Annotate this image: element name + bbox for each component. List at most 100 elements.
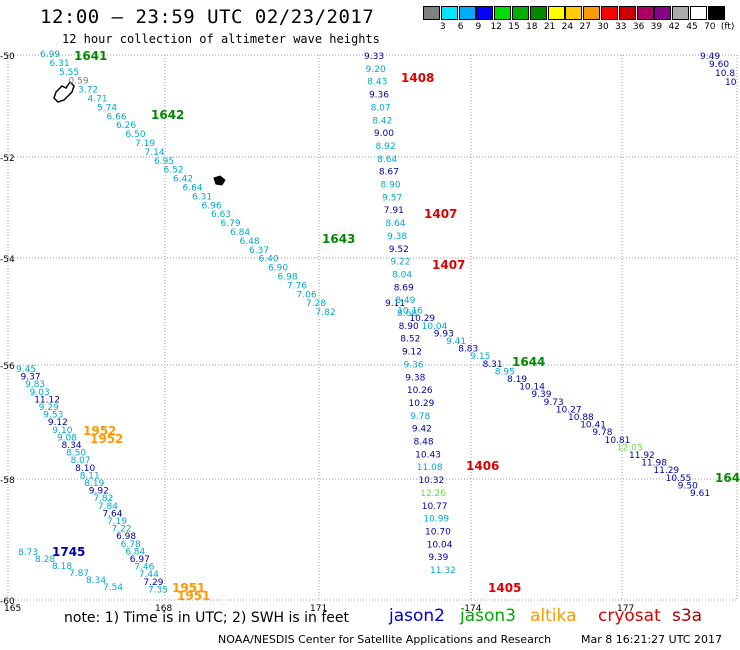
pass-time-label: 1641 [74,49,107,63]
pass-time-label: 164 [715,471,740,485]
wave-height-value: 6.48 [240,237,260,247]
legend-swatch [494,6,512,20]
legend-label: 21 [543,22,556,32]
wave-height-value: 6.99 [40,50,60,60]
legend-label: 36 [632,22,645,32]
wave-height-value: 7.19 [135,139,155,149]
wave-height-value: 8.48 [414,438,434,448]
wave-height-value: 0.59 [69,77,89,87]
wave-height-value: 9.60 [709,60,729,70]
legend-label: 3 [439,22,446,32]
wave-height-value: 8.34 [86,576,106,586]
latitude-tick-label: -56 [0,362,15,372]
wave-height-value: 9.37 [21,373,41,383]
satellite-label-altika: altika [530,606,577,626]
wave-height-value: 7.82 [93,494,113,504]
wave-height-value: 10.88 [568,413,594,423]
legend-swatch [529,6,547,20]
wave-height-value: 9.15 [470,352,490,362]
wave-height-value: 10.43 [415,450,441,460]
wave-height-value: 6.84 [230,228,250,238]
wave-height-value: 12.03 [617,443,643,453]
wave-height-value: 8.73 [18,548,38,558]
pass-time-label: 1951 [177,589,210,603]
wave-height-value: 9.83 [25,380,45,390]
wave-height-value: 10.04 [422,322,448,332]
legend-label: 18 [526,22,538,32]
wave-height-value: 8.19 [84,479,104,489]
wave-height-value: 9.42 [412,425,432,435]
wave-height-value: 9.41 [446,337,466,347]
wave-height-value: 8.28 [35,555,55,565]
wave-height-value: 9.78 [592,428,612,438]
legend-label: 24 [561,22,574,32]
legend-label: 39 [650,22,663,32]
wave-height-value: 8.42 [372,116,392,126]
wave-height-value: 9.57 [382,193,402,203]
wave-height-value: 6.96 [202,201,222,211]
wave-height-value: 10.32 [418,476,444,486]
wave-height-value: 8.19 [507,375,527,385]
wave-height-value: 7.46 [134,563,154,573]
island-shape [53,80,75,103]
wave-height-value: 10.04 [427,540,453,550]
wave-height-value: 7.76 [287,281,307,291]
legend-label: 27 [579,22,591,32]
wave-height-value: 9.93 [434,329,454,339]
wave-height-value: 9.12 [402,348,422,358]
satellite-label-cryosat: cryosat [598,606,661,626]
wave-height-value: 10.77 [422,502,448,512]
wave-height-value: 8.43 [367,78,387,88]
pass-time-label: 1405 [488,581,521,595]
wave-height-value: 8.11 [80,471,100,481]
wave-height-value: 9.53 [43,411,63,421]
wave-height-value: 6.42 [173,175,193,185]
wave-height-value: 8.07 [371,103,391,113]
wave-height-value: 6.31 [192,192,212,202]
legend-swatch [672,6,690,20]
satellite-label-jason2: jason2 [389,606,445,626]
map-tick-labels: 165 168 171 -174 177 -50 -52 -54 -56 -58 -60 [0,52,634,614]
legend-swatch [636,6,654,20]
longitude-tick-label: -174 [461,604,482,614]
wave-height-value: 9.22 [390,258,410,268]
wave-height-value: 9.11 [385,299,405,309]
wave-height-value: 9.45 [16,365,36,375]
footer-note: note: 1) Time is in UTC; 2) SWH is in fe… [64,610,350,626]
legend-swatch [547,6,565,20]
wave-height-value: 10.8 [715,69,735,79]
wave-height-value: 9.38 [387,232,407,242]
pass-time-labels: 1641 1642 1643 1644 164 1408 1407 1407 1406 1405 1… [52,49,740,603]
longitude-tick-label: 171 [310,604,327,614]
wave-height-value: 4.71 [88,95,108,105]
wave-height-value: 7.54 [103,583,123,593]
wave-height-value: 8.07 [71,456,91,466]
wave-height-value: 11.92 [629,451,655,461]
wave-height-value: 6.37 [249,246,269,256]
wave-height-value: 9.29 [39,403,59,413]
wave-height-value: 6.79 [221,219,241,229]
legend-label: 12 [490,22,502,32]
wave-height-value: 10 [725,78,737,88]
legend-swatch [618,6,636,20]
wave-height-value: 7.82 [316,308,336,318]
wave-height-value: 10.55 [666,474,692,484]
wave-height-value: 10.70 [425,527,451,537]
wave-height-value: 6.97 [130,555,150,565]
wave-height-value: 8.90 [399,322,419,332]
legend-label: 45 [686,22,698,32]
wave-height-value: 7.22 [112,525,132,535]
wave-height-value: 5.74 [97,103,117,113]
credit-line: NOAA/NESDIS Center for Satellite Applica… [218,633,552,646]
wave-height-value: 7.91 [384,206,404,216]
wave-height-value: 9.61 [690,489,710,499]
latitude-tick-label: -60 [0,597,15,607]
wave-height-value: 6.84 [125,547,145,557]
pass-time-label: 1408 [401,71,434,85]
wave-height-value: 7.19 [107,517,127,527]
wave-height-value: 3.72 [78,86,98,96]
wave-height-value: 7.14 [145,148,165,158]
legend-swatch [707,6,725,20]
pass-time-label: 1951 [172,581,205,595]
legend-swatch [458,6,476,20]
